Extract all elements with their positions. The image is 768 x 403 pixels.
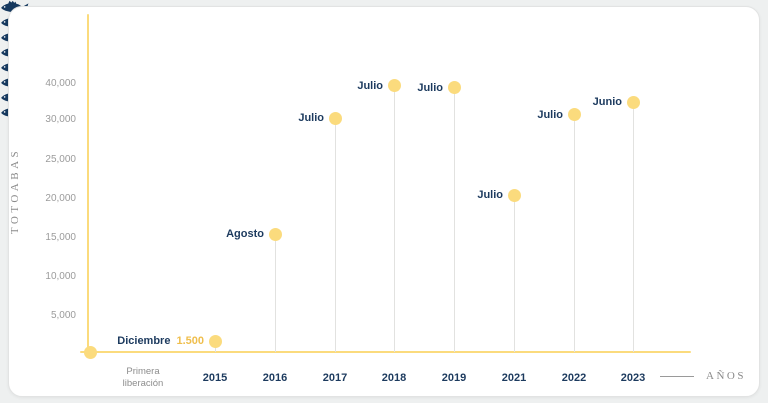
value-label: 1.500 <box>176 335 204 348</box>
plot-area: 5,000 10,000 15,000 20,000 25,000 30,000 40,00… <box>0 0 768 384</box>
month-label: Agosto <box>226 228 264 240</box>
y-tick-label: 30,000 <box>45 114 76 125</box>
data-dot <box>328 111 342 125</box>
month-label: Julio <box>537 109 563 121</box>
year-label: 2023 <box>620 372 646 384</box>
month-text: Julio <box>477 189 503 202</box>
month-label: Julio <box>298 112 324 124</box>
stem <box>632 102 634 352</box>
data-dot <box>567 108 581 122</box>
y-axis-title: TOTOABAS <box>9 147 21 235</box>
stem <box>334 118 336 352</box>
month-text: Junio <box>592 96 622 108</box>
year-label: 2018 <box>381 372 407 384</box>
stem <box>393 85 395 352</box>
stem <box>274 234 276 352</box>
month-label: Julio <box>357 80 383 92</box>
year-label: 2021 <box>501 372 527 384</box>
first-release-label: Primera liberación <box>108 366 178 391</box>
year-label: 2015 <box>202 372 228 384</box>
month-label: Diciembre 1.500 <box>117 335 204 347</box>
x-axis-line <box>80 351 691 353</box>
year-label: 2019 <box>441 372 467 384</box>
stem <box>513 195 515 352</box>
data-dot <box>626 95 640 109</box>
year-label: 2022 <box>561 372 587 384</box>
y-tick-label: 20,000 <box>45 193 76 204</box>
first-release-line2: liberación <box>122 378 164 390</box>
data-dot <box>507 188 521 202</box>
month-text: Julio <box>357 79 383 92</box>
year-label: 2016 <box>262 372 288 384</box>
year-label: 2017 <box>322 372 348 384</box>
y-tick-label: 15,000 <box>45 232 76 243</box>
stem <box>453 87 455 352</box>
origin-dot <box>83 345 97 359</box>
first-release-line1: Primera <box>126 366 160 377</box>
month-label: Julio <box>477 189 503 201</box>
month-label: Julio <box>417 82 443 94</box>
x-axis-title: AÑOS <box>706 370 746 382</box>
y-tick-label: 25,000 <box>45 154 76 165</box>
month-text: Agosto <box>226 228 264 241</box>
month-text: Diciembre <box>117 335 171 348</box>
chart-card <box>8 6 760 397</box>
month-text: Julio <box>298 112 324 125</box>
month-label: Junio <box>593 96 622 108</box>
data-dot <box>387 79 401 93</box>
y-axis-line <box>87 14 89 354</box>
data-dot <box>208 334 222 348</box>
month-text: Julio <box>537 108 563 121</box>
month-text: Julio <box>417 81 443 94</box>
data-dot <box>268 227 282 241</box>
y-tick-label: 10,000 <box>45 271 76 282</box>
stem <box>573 114 575 352</box>
data-dot <box>447 81 461 95</box>
y-tick-label: 5,000 <box>50 310 76 321</box>
x-axis-title-dash <box>660 376 694 377</box>
y-tick-label: 40,000 <box>45 78 76 89</box>
